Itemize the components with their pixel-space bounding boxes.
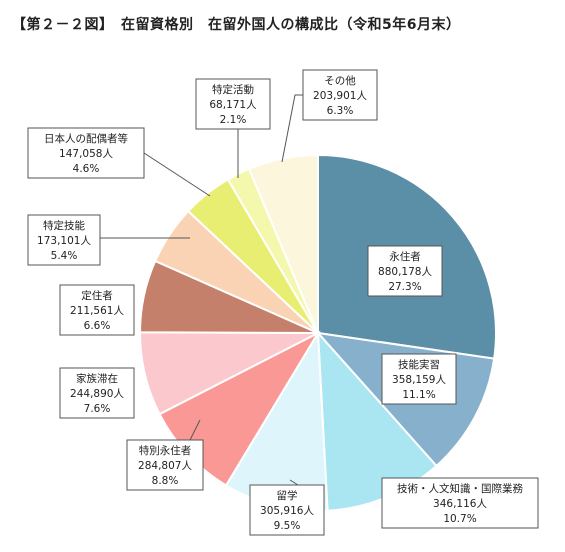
slice-label: 特定活動 68,171人 2.1% bbox=[195, 78, 271, 130]
slice-name: 技能実習 bbox=[398, 358, 440, 371]
label-box bbox=[27, 127, 145, 179]
label-box bbox=[126, 439, 204, 491]
slice-label: 技術・人文知識・国際業務 346,116人 10.7% bbox=[381, 477, 539, 529]
slice-percent: 8.8% bbox=[152, 475, 179, 487]
slice-percent: 4.6% bbox=[73, 163, 100, 175]
slice-percent: 2.1% bbox=[220, 114, 247, 126]
label-box bbox=[367, 245, 443, 297]
slice-label: 日本人の配偶者等 147,058人 4.6% bbox=[27, 127, 145, 179]
slice-value: 346,116人 bbox=[433, 498, 487, 510]
figure-title: 【第２－２図】 在留資格別 在留外国人の構成比（令和5年6月末） bbox=[12, 17, 461, 33]
slice-value: 880,178人 bbox=[378, 266, 432, 278]
slice-name: 定住者 bbox=[81, 289, 113, 302]
slice-label: 特定技能 173,101人 5.4% bbox=[27, 214, 101, 266]
slice-value: 147,058人 bbox=[59, 148, 113, 160]
slice-value: 211,561人 bbox=[70, 305, 124, 317]
slice-name: 家族滞在 bbox=[76, 372, 118, 385]
slice-percent: 7.6% bbox=[84, 403, 111, 415]
slice-value: 68,171人 bbox=[209, 99, 257, 111]
slice-label: 特別永住者 284,807人 8.8% bbox=[126, 439, 204, 491]
slice-label: 家族滞在 244,890人 7.6% bbox=[59, 367, 135, 419]
leader-line bbox=[289, 479, 299, 486]
label-box bbox=[381, 477, 539, 529]
label-box bbox=[381, 353, 457, 405]
label-box bbox=[59, 367, 135, 419]
slice-name: 日本人の配偶者等 bbox=[44, 132, 128, 145]
slice-percent: 9.5% bbox=[274, 520, 301, 532]
slice-percent: 10.7% bbox=[443, 513, 476, 525]
slice-value: 305,916人 bbox=[260, 505, 314, 517]
slice-percent: 11.1% bbox=[402, 389, 435, 401]
label-box bbox=[195, 78, 271, 130]
leader-line bbox=[281, 94, 303, 163]
slice-value: 244,890人 bbox=[70, 388, 124, 400]
slice-value: 203,901人 bbox=[313, 90, 367, 102]
slice-label: 定住者 211,561人 6.6% bbox=[59, 284, 135, 336]
slice-percent: 5.4% bbox=[51, 250, 78, 262]
slice-name: 技術・人文知識・国際業務 bbox=[397, 482, 523, 495]
slice-name: 永住者 bbox=[389, 250, 421, 263]
slice-value: 173,101人 bbox=[37, 235, 91, 247]
slice-name: 特定技能 bbox=[43, 219, 85, 232]
slice-name: 留学 bbox=[277, 489, 298, 502]
slice-name: 特別永住者 bbox=[139, 444, 192, 457]
label-box bbox=[27, 214, 101, 266]
slice-label: 永住者 880,178人 27.3% bbox=[367, 245, 443, 297]
label-box bbox=[302, 69, 378, 121]
slice-percent: 27.3% bbox=[388, 281, 421, 293]
slice-label: 留学 305,916人 9.5% bbox=[249, 484, 325, 536]
slice-label: その他 203,901人 6.3% bbox=[302, 69, 378, 121]
slice-name: その他 bbox=[324, 74, 356, 87]
slice-percent: 6.6% bbox=[84, 320, 111, 332]
leader-line bbox=[143, 152, 211, 197]
slice-name: 特定活動 bbox=[212, 83, 254, 96]
label-box bbox=[59, 284, 135, 336]
leader-line bbox=[189, 419, 201, 441]
slice-value: 358,159人 bbox=[392, 374, 446, 386]
slice-labels: 永住者 880,178人 27.3% 技能実習 358,159人 11.1% 技術・人文知識… bbox=[27, 69, 539, 536]
slice-percent: 6.3% bbox=[327, 105, 354, 117]
slice-label: 技能実習 358,159人 11.1% bbox=[381, 353, 457, 405]
slice-value: 284,807人 bbox=[138, 460, 192, 472]
label-box bbox=[249, 484, 325, 536]
